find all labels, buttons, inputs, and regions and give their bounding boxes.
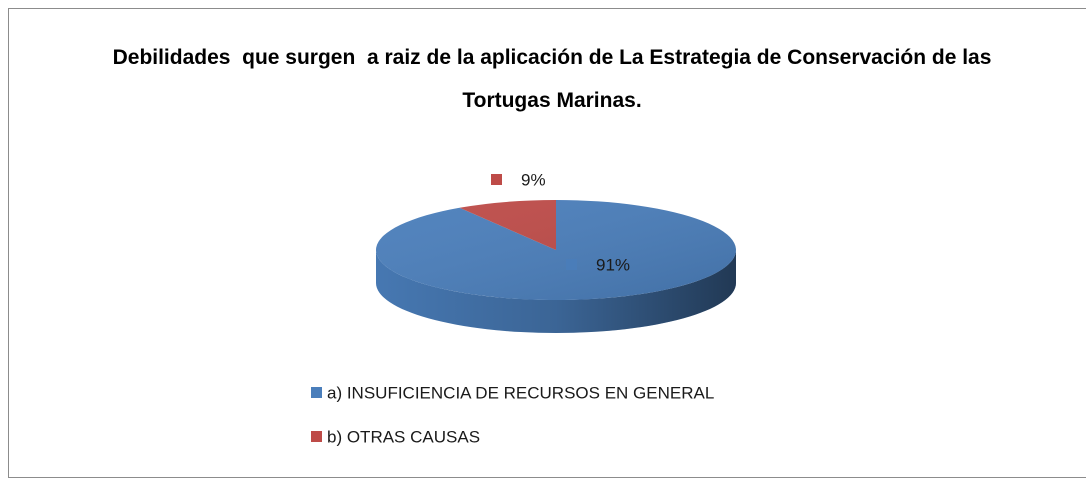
plot: 91% 9% a) INSUFICIENCIA DE RECURSOS EN GEN… bbox=[311, 170, 737, 446]
legend-key bbox=[311, 431, 322, 442]
data-label: 91% bbox=[596, 255, 630, 274]
chart-title: Debilidades que surgen a raiz de la apli… bbox=[112, 46, 998, 112]
legend-label: a) INSUFICIENCIA DE RECURSOS EN GENERAL bbox=[327, 383, 714, 402]
data-label: 9% bbox=[521, 170, 546, 189]
legend-label: b) OTRAS CAUSAS bbox=[327, 427, 480, 446]
label-key bbox=[491, 174, 502, 185]
pie-top-shade bbox=[376, 200, 736, 300]
pie-side-shade bbox=[376, 250, 736, 333]
legend-key bbox=[311, 387, 322, 398]
label-key bbox=[566, 259, 577, 270]
chart: Debilidades que surgen a raiz de la apli… bbox=[8, 8, 1086, 478]
